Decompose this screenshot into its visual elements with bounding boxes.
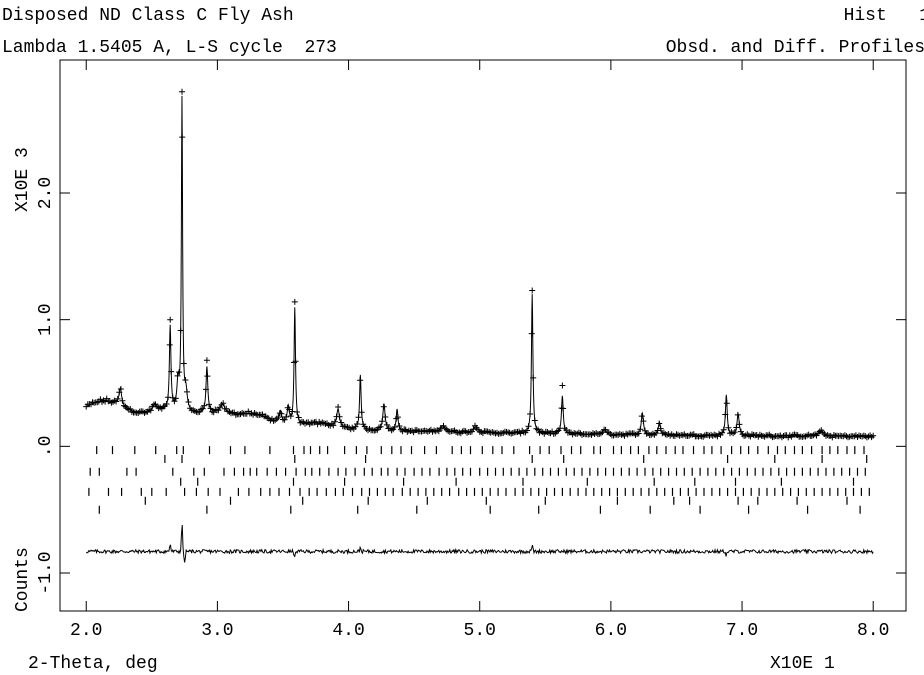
x-tick-label: 2.0 bbox=[70, 621, 102, 641]
reflection-ticks-phase-6 bbox=[144, 496, 848, 505]
chart-title: Disposed ND Class C Fly Ash bbox=[2, 6, 294, 26]
chart-subtitle: Lambda 1.5405 A, L-S cycle 273 bbox=[2, 38, 337, 58]
reflection-ticks-phase-7 bbox=[98, 505, 861, 514]
calculated-profile bbox=[86, 95, 874, 437]
x-tick-label: 5.0 bbox=[464, 621, 496, 641]
x-tick-label: 7.0 bbox=[726, 621, 758, 641]
histogram-label: Hist 1 bbox=[843, 6, 924, 26]
y-tick-label: -1.0 bbox=[36, 551, 56, 594]
x-tick-label: 3.0 bbox=[201, 621, 233, 641]
x-axis-label: 2-Theta, deg bbox=[28, 654, 158, 674]
y-axis-multiplier: X10E 3 bbox=[13, 147, 33, 212]
reflection-ticks-phase-3 bbox=[89, 467, 866, 476]
y-tick-label: .0 bbox=[36, 436, 56, 458]
plot-frame bbox=[59, 59, 907, 612]
observed-points bbox=[83, 88, 877, 441]
x-tick-label: 6.0 bbox=[595, 621, 627, 641]
profile-label: Obsd. and Diff. Profiles bbox=[665, 38, 924, 58]
y-axis-label: Counts bbox=[13, 547, 33, 612]
y-tick-label: 1.0 bbox=[36, 303, 56, 335]
reflection-ticks-phase-1 bbox=[96, 446, 865, 455]
reflection-ticks-phase-5 bbox=[88, 487, 870, 496]
difference-curve bbox=[85, 525, 874, 563]
y-tick-label: 2.0 bbox=[36, 177, 56, 209]
x-axis-multiplier: X10E 1 bbox=[770, 654, 835, 674]
reflection-ticks-phase-4 bbox=[180, 477, 855, 486]
reflection-ticks-phase-2 bbox=[164, 455, 868, 463]
x-tick-label: 4.0 bbox=[332, 621, 364, 641]
x-tick-label: 8.0 bbox=[857, 621, 889, 641]
